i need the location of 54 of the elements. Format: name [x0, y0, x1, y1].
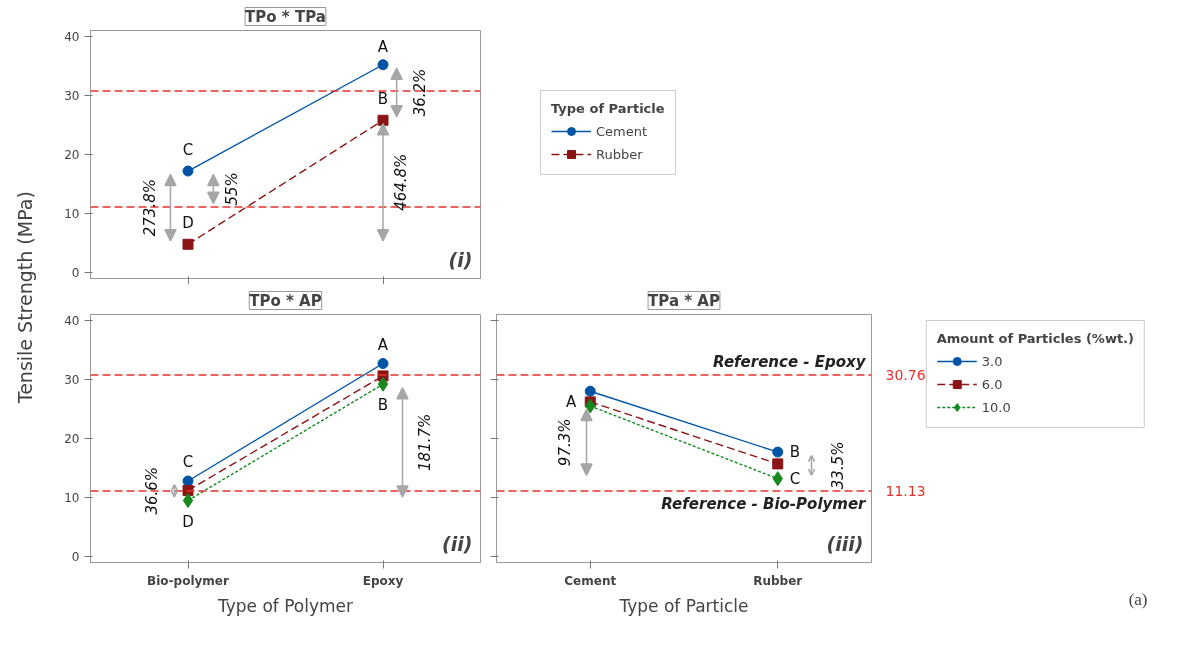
- x-axis-title: Type of Particle: [618, 595, 749, 616]
- annotation: A: [565, 392, 577, 411]
- y-tick-label: 20: [64, 148, 80, 162]
- annotation: A: [377, 37, 389, 56]
- annotation: 55%: [223, 172, 241, 206]
- legend-label: Cement: [596, 123, 648, 139]
- y-tick-label: 30: [64, 88, 80, 103]
- legend-label: 6.0: [981, 376, 1003, 392]
- annotation: B: [377, 396, 389, 415]
- x-tick-label: Rubber: [753, 573, 803, 588]
- y-tick-label: 0: [71, 550, 80, 565]
- legend-title: Amount of Particles (%wt.): [936, 331, 1134, 346]
- legend-label: 10.0: [981, 399, 1011, 415]
- chart-title: TPo * AP: [249, 291, 322, 310]
- y-tick-label: 0: [71, 266, 80, 281]
- chart-title: TPa * AP: [648, 291, 720, 310]
- annotation: D: [182, 214, 194, 233]
- annotation: A: [377, 335, 389, 354]
- y-tick-label: 30: [64, 372, 80, 387]
- y-tick-label: 10: [64, 207, 80, 222]
- annotation: 273.8%: [141, 179, 159, 237]
- annotation: 464.8%: [392, 153, 410, 211]
- text: 30.76: [885, 366, 926, 383]
- annotation: B: [789, 443, 801, 462]
- text: 11.13: [885, 482, 926, 499]
- annotation: 36.2%: [411, 68, 429, 117]
- annotation: 33.5%: [828, 441, 847, 490]
- x-tick-label: Cement: [564, 573, 617, 588]
- legend-label: Rubber: [596, 146, 643, 162]
- ref-line-label: Reference - Bio-Polymer: [661, 494, 868, 513]
- chart-title: TPo * TPa: [245, 7, 326, 26]
- y-tick-label: 10: [64, 491, 80, 506]
- y-tick-label: 40: [64, 29, 80, 44]
- annotation: B: [377, 90, 389, 109]
- annotation: C: [182, 141, 194, 160]
- x-axis-title: Type of Polymer: [216, 595, 354, 616]
- annotation: 97.3%: [556, 418, 575, 467]
- x-tick-label: Epoxy: [362, 573, 404, 588]
- annotation: 181.7%: [416, 413, 434, 471]
- annotation: (ii): [442, 532, 473, 555]
- annotation: 36.6%: [143, 466, 161, 515]
- y-tick-label: 40: [64, 313, 80, 328]
- text: (a): [1128, 589, 1148, 609]
- x-tick-label: Bio-polymer: [147, 573, 229, 588]
- annotation: C: [789, 469, 801, 488]
- ref-line-label: Reference - Epoxy: [713, 352, 867, 371]
- y-axis-title: Tensile Strength (MPa): [14, 191, 37, 405]
- annotation: (iii): [826, 532, 864, 555]
- legend-label: 3.0: [981, 353, 1003, 369]
- y-tick-label: 20: [64, 432, 80, 446]
- annotation: C: [182, 453, 194, 472]
- annotation: (i): [448, 248, 473, 271]
- legend-title: Type of Particle: [551, 101, 665, 116]
- annotation: D: [182, 512, 194, 531]
